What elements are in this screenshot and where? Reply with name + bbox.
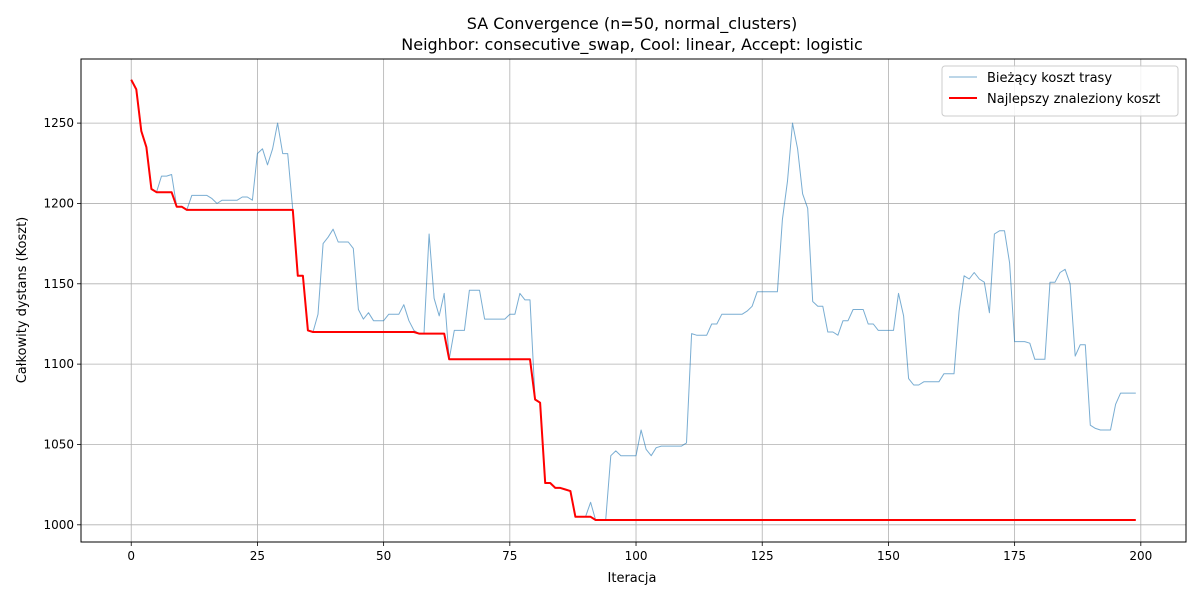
chart-subtitle: Neighbor: consecutive_swap, Cool: linear… <box>401 35 863 55</box>
x-tick-label: 50 <box>376 549 391 563</box>
y-tick-label: 1000 <box>43 518 74 532</box>
x-tick-label: 125 <box>751 549 774 563</box>
x-tick-label: 100 <box>625 549 648 563</box>
y-tick-label: 1150 <box>43 277 74 291</box>
series-best-cost-line <box>130 79 1136 521</box>
y-axis-label: Całkowity dystans (Koszt) <box>15 217 30 384</box>
series-lines <box>130 79 1136 521</box>
y-tick-label: 1100 <box>43 357 74 371</box>
legend-box <box>941 65 1179 117</box>
x-tick-label: 200 <box>1129 549 1152 563</box>
chart-title: SA Convergence (n=50, normal_clusters) <box>467 14 797 34</box>
y-tick-label: 1200 <box>43 196 74 210</box>
x-tick-label: 0 <box>127 549 135 563</box>
grid <box>81 59 1186 542</box>
x-tick-label: 25 <box>250 549 265 563</box>
x-tick-label: 150 <box>877 549 900 563</box>
legend-label-best: Najlepszy znaleziony koszt <box>987 92 1160 107</box>
x-tick-label: 175 <box>1003 549 1026 563</box>
x-axis-label: Iteracja <box>608 571 657 586</box>
y-axis-ticks: 1000 1050 1100 1150 1200 1250 <box>43 116 81 532</box>
x-tick-label: 75 <box>502 549 517 563</box>
legend: Bieżący koszt trasy Najlepszy znaleziony… <box>941 65 1179 117</box>
x-axis-ticks: 0 25 50 75 100 125 150 175 200 <box>127 542 1152 563</box>
plot-frame <box>80 58 1187 543</box>
y-tick-label: 1050 <box>43 437 74 451</box>
legend-label-current: Bieżący koszt trasy <box>987 71 1112 86</box>
y-tick-label: 1250 <box>43 116 74 130</box>
